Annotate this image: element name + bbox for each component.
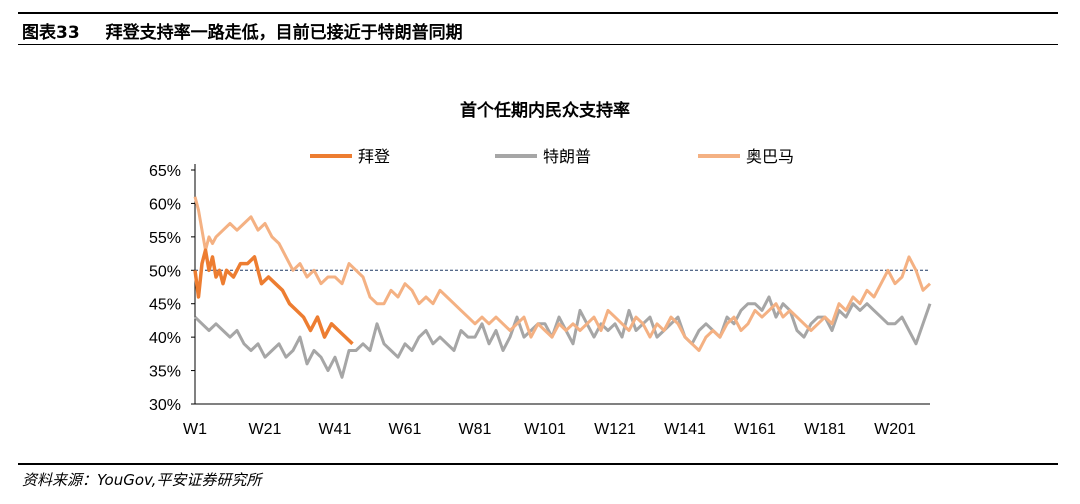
source-note: 资料来源：YouGov,平安证券研究所 [22,471,262,489]
x-tick-label: W81 [459,421,492,438]
y-tick-label: 30% [149,397,181,414]
x-tick-label: W21 [249,421,282,438]
series-line-biden [193,248,354,346]
y-tick-label: 60% [149,196,181,213]
header-rule [18,44,1058,45]
chart-title: 首个任期内民众支持率 [460,100,630,121]
series-line-obama [193,196,932,352]
x-tick-label: W61 [389,421,422,438]
x-tick-label: W121 [594,421,636,438]
x-tick-label: W1 [183,421,207,438]
legend: 拜登 特朗普 奥巴马 [310,147,794,166]
y-tick-label: 50% [149,263,181,280]
figure-number: 图表33 [22,23,80,43]
y-tick-label: 35% [149,364,181,381]
legend-label: 奥巴马 [746,147,794,166]
legend-label: 特朗普 [543,147,591,166]
plot-area: 30% 35% 40% 45% 50% 55% 60% 65% W1 W21 W41 W61 W81 W1… [149,163,932,438]
y-tick-label: 45% [149,297,181,314]
top-rule [18,12,1058,14]
x-tick-label: W161 [734,421,776,438]
legend-label: 拜登 [358,147,390,166]
x-tick-label: W181 [804,421,846,438]
x-tick-label: W141 [664,421,706,438]
x-tick-label: W201 [874,421,916,438]
y-tick-label: 55% [149,230,181,247]
series-line-trump [193,295,932,379]
y-tick-label: 40% [149,330,181,347]
x-tick-label: W41 [319,421,352,438]
x-tick-label: W101 [524,421,566,438]
bottom-rule [18,463,1058,465]
figure-header: 图表33 拜登支持率一路走低，目前已接近于特朗普同期 [22,18,463,43]
figure-caption: 拜登支持率一路走低，目前已接近于特朗普同期 [105,23,463,43]
y-tick-label: 65% [149,163,181,180]
